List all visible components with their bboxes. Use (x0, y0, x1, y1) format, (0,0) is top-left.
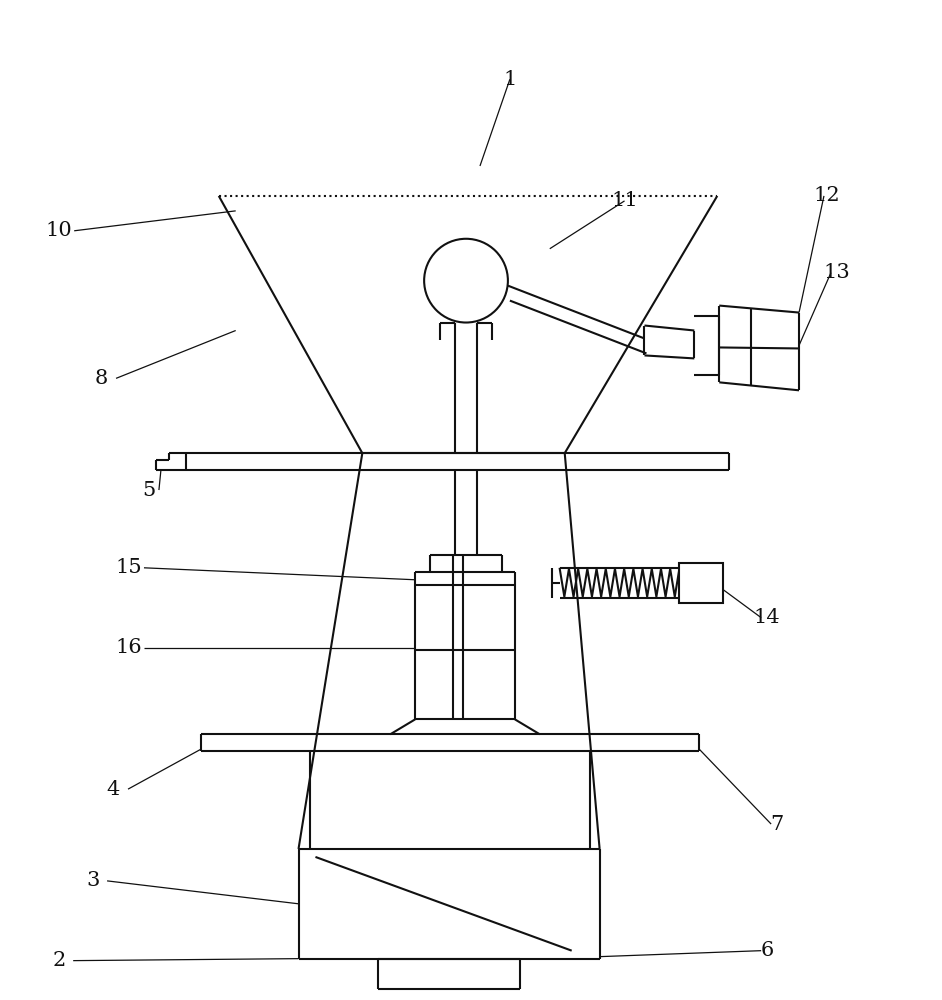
Text: 12: 12 (814, 186, 840, 205)
Bar (679, 563, 723, 603)
Text: 7: 7 (771, 815, 784, 834)
Text: 13: 13 (823, 263, 851, 282)
Text: 2: 2 (53, 951, 66, 970)
Text: 14: 14 (754, 608, 780, 627)
Text: 3: 3 (87, 871, 100, 890)
Text: 11: 11 (611, 191, 638, 210)
Text: 4: 4 (106, 780, 120, 799)
Text: 5: 5 (142, 481, 155, 500)
Circle shape (424, 239, 508, 323)
Text: 15: 15 (116, 558, 142, 577)
Text: 1: 1 (503, 70, 516, 89)
Text: 10: 10 (46, 221, 73, 240)
Text: 16: 16 (116, 638, 142, 657)
Text: 6: 6 (760, 941, 773, 960)
Text: 8: 8 (94, 369, 107, 388)
